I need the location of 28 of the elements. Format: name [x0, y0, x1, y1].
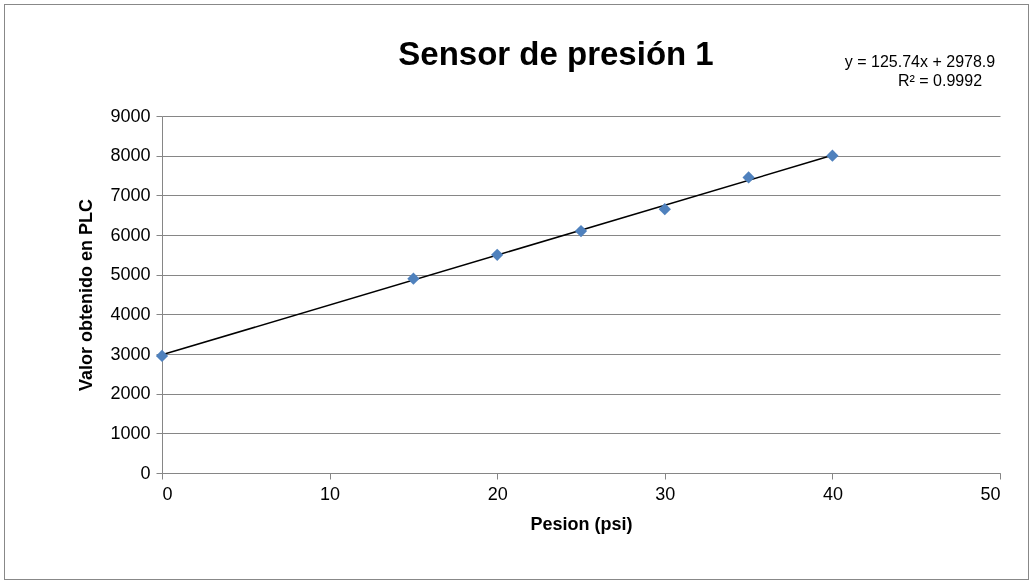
point: [742, 171, 755, 184]
x-tick-label: 0: [162, 483, 173, 504]
y-tick-label: 8000: [110, 145, 151, 166]
y-tick-label: 3000: [110, 343, 151, 364]
y-tick-label: 2000: [110, 383, 151, 404]
text: R² = 0.9992: [897, 72, 983, 89]
x-tick-label: 50: [980, 483, 1001, 504]
y-tick-label: 0: [140, 462, 151, 483]
y-axis-title: Valor obtenido en PLC: [76, 198, 97, 392]
x-tick-label: 20: [487, 483, 508, 504]
x-tick-label: 40: [822, 483, 843, 504]
chart-title: Sensor de presión 1: [398, 35, 714, 72]
point: [155, 349, 169, 363]
point: [826, 149, 839, 162]
y-tick-label: 9000: [110, 105, 151, 126]
text: y = 125.74x + 2978.9: [844, 53, 996, 70]
x-axis-title: Pesion (psi): [530, 513, 633, 534]
y-tick-label: 5000: [110, 264, 151, 285]
y-tick-label: 7000: [110, 184, 151, 205]
point: [658, 203, 671, 216]
y-tick-label: 4000: [110, 303, 151, 324]
point: [407, 272, 420, 285]
y-tick-label: 1000: [110, 422, 151, 443]
y-tick-label: 6000: [110, 224, 151, 245]
x-tick-label: 30: [655, 483, 676, 504]
x-tick-label: 10: [320, 483, 341, 504]
point: [574, 224, 588, 238]
point: [491, 248, 504, 261]
